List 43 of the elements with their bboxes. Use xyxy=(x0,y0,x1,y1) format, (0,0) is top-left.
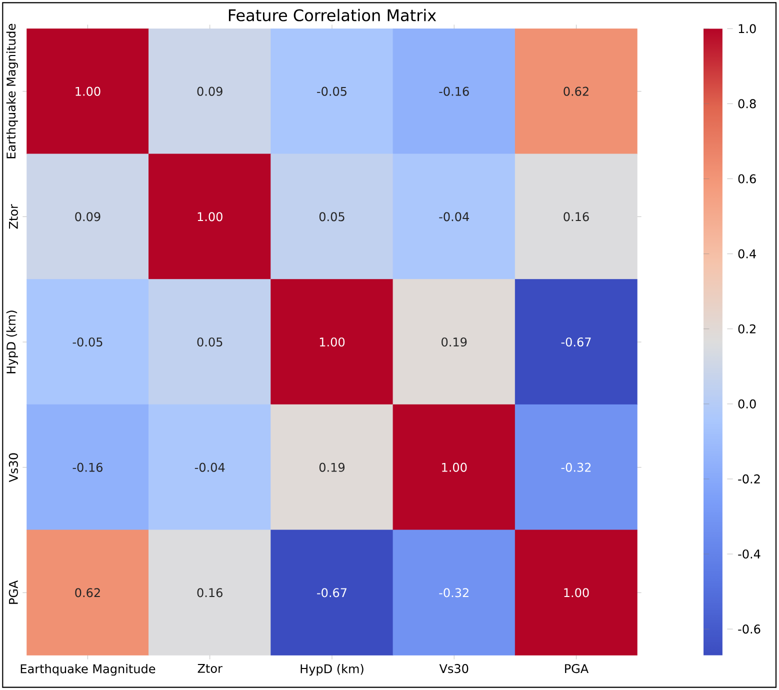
color-bar-label: 0.2 xyxy=(738,324,756,334)
y-tick-label: Ztor xyxy=(9,204,18,229)
color-bar-label: -0.2 xyxy=(738,474,760,484)
color-bar-label: 0.6 xyxy=(738,174,756,184)
color-bar-label: -0.6 xyxy=(738,624,760,634)
chart-title: Feature Correlation Matrix xyxy=(228,8,436,22)
x-tick-label: PGA xyxy=(565,664,589,674)
data-label: 1.00 xyxy=(198,212,222,222)
data-label: 1.00 xyxy=(76,86,100,96)
data-label: -0.05 xyxy=(317,86,346,96)
data-label: 0.19 xyxy=(319,462,345,472)
data-label: 0.09 xyxy=(197,86,222,96)
data-label: -0.04 xyxy=(439,212,469,222)
data-label: 0.09 xyxy=(75,212,100,222)
data-label: 1.00 xyxy=(442,462,467,472)
data-label: -0.16 xyxy=(72,462,102,472)
y-tick-label: PGA xyxy=(8,580,18,604)
x-tick-label: HypD (km) xyxy=(300,664,364,676)
y-tick-label: Earthquake Magnitude xyxy=(6,24,18,158)
data-label: 0.16 xyxy=(564,212,589,222)
color-bar-label: 1.0 xyxy=(738,24,756,34)
x-tick-label: Earthquake Magnitude xyxy=(20,664,156,676)
data-label: -0.05 xyxy=(72,337,102,347)
data-label: 1.00 xyxy=(320,337,345,347)
data-label: -0.67 xyxy=(561,337,591,347)
color-bar-label: 0.0 xyxy=(738,399,756,408)
x-tick-label: Vs30 xyxy=(439,664,468,674)
data-label: -0.04 xyxy=(194,462,225,472)
data-label: 0.05 xyxy=(197,337,222,347)
data-label: 0.16 xyxy=(197,588,222,598)
color-bar-label: -0.4 xyxy=(738,549,760,559)
y-tick-label: Vs30 xyxy=(8,453,18,482)
color-bar-label: 0.8 xyxy=(738,99,756,108)
data-label: 0.62 xyxy=(75,588,100,598)
data-label: -0.32 xyxy=(561,462,591,472)
data-label: 0.19 xyxy=(442,337,467,347)
x-tick-label: Ztor xyxy=(198,664,222,673)
data-label: 1.00 xyxy=(564,588,589,598)
data-label: 0.62 xyxy=(564,86,588,96)
data-label: 0.05 xyxy=(319,212,344,222)
y-tick-label: HypD (km) xyxy=(6,310,18,374)
data-label: -0.16 xyxy=(439,86,469,96)
color-bar-label: 0.4 xyxy=(738,249,756,258)
